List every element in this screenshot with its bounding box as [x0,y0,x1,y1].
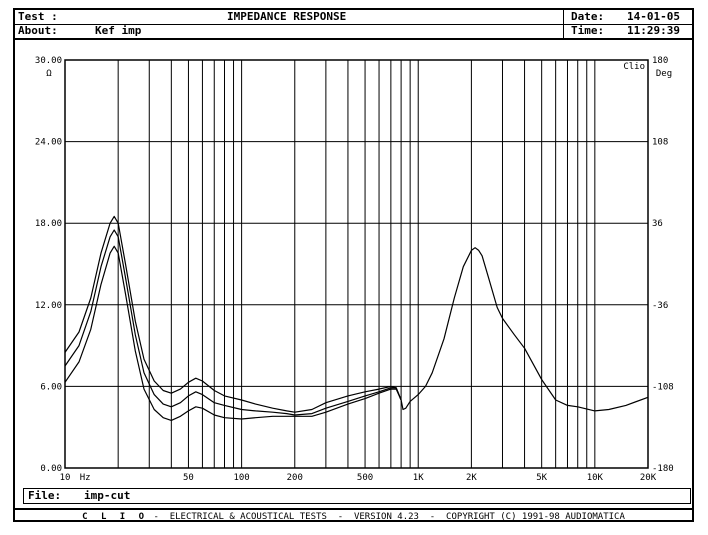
date-value: 14-01-05 [627,10,680,23]
file-value: imp-cut [84,489,131,502]
series-line [64,229,402,416]
time-value: 11:29:39 [627,24,680,37]
y-tick-label: 24.00 [35,138,62,148]
y-tick-label: 18.00 [35,219,62,229]
footer-brand: C L I O [82,512,149,522]
about-label: About: [18,24,58,37]
x-tick-label: 100 [233,473,249,483]
x-tick-label: 5K [536,473,547,483]
clio-watermark: Clio [623,62,645,72]
chart-title: IMPEDANCE RESPONSE [227,10,347,23]
y2-tick-label: -36 [652,301,668,311]
plot-area [64,59,649,469]
date-label: Date: [571,10,605,23]
x-tick-label: 10 [60,473,71,483]
file-label: File: [28,489,62,502]
y-axis-label: Ω [46,69,52,79]
y-tick-label: 0.00 [40,464,62,474]
y2-tick-label: 36 [652,219,663,229]
footer: C L I O - ELECTRICAL & ACOUSTICAL TESTS … [15,508,692,524]
test-label: Test : [18,10,58,23]
y2-tick-label: -108 [652,382,674,392]
x-tick-label: 50 [183,473,194,483]
footer-text: - ELECTRICAL & ACOUSTICAL TESTS - VERSIO… [148,512,625,522]
x-tick-label: 500 [357,473,373,483]
x-tick-label: 1K [413,473,424,483]
x-tick-label: 200 [287,473,303,483]
impedance-chart: 0.00 6.00 12.00 18.00 24.00 30.00 -180 -108 -36 3… [35,56,674,483]
x-tick-label: 2K [466,473,477,483]
series-line [64,245,402,421]
measurement-report: Test : IMPEDANCE RESPONSE Date: 14-01-05… [13,8,694,522]
y-tick-label: 6.00 [40,382,62,392]
y2-tick-label: -180 [652,464,674,474]
file-bar: File: imp-cut [23,488,691,504]
series-line [400,247,649,412]
y-tick-label: 12.00 [35,301,62,311]
y2-tick-label: 180 [652,56,668,66]
y2-tick-label: 108 [652,138,668,148]
x-tick-label: 20K [640,473,657,483]
y-tick-label: 30.00 [35,56,62,66]
header-divider [563,10,564,40]
about-value: Kef imp [95,24,142,37]
x-unit-label: Hz [80,473,91,483]
y2-axis-label: Deg [656,69,672,79]
header-row-2: About: Kef imp Time: 11:29:39 [15,24,692,40]
x-tick-label: 10K [587,473,604,483]
series-line [64,215,402,413]
header-row-1: Test : IMPEDANCE RESPONSE Date: 14-01-05 [15,10,692,25]
time-label: Time: [571,24,605,37]
